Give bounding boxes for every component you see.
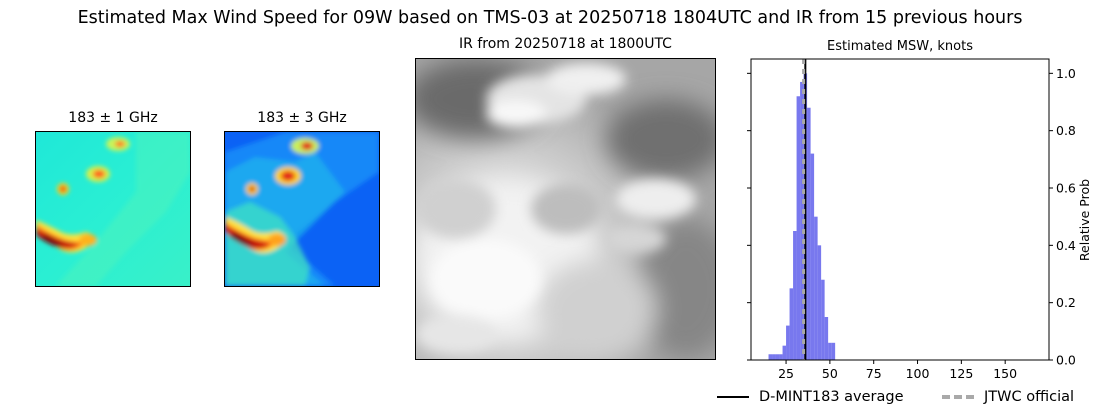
chart-title: Estimated MSW, knots	[827, 39, 973, 54]
histogram-bar	[782, 345, 787, 360]
y-tick-label: 0.6	[1056, 181, 1076, 196]
histogram-bar	[831, 342, 836, 360]
legend-item-average: D-MINT183 average	[717, 386, 904, 408]
y-axis-label: Relative Prob	[1077, 179, 1092, 261]
x-tick-label: 25	[778, 366, 794, 381]
histogram-bar	[817, 245, 822, 360]
x-tick-label: 125	[949, 366, 973, 381]
legend-dashed-line-icon	[942, 395, 974, 399]
legend-label-jtwc: JTWC official	[984, 389, 1075, 405]
mw2-brightness-image	[225, 132, 379, 286]
histogram-bar	[814, 216, 818, 360]
plot-frame	[750, 58, 1050, 361]
histogram-bar	[768, 354, 773, 360]
mw1-brightness-image	[36, 132, 190, 286]
histogram-bar	[824, 317, 829, 360]
x-tick-label: 75	[866, 366, 882, 381]
ir-image-panel	[415, 58, 716, 360]
histogram-bar	[786, 325, 790, 360]
x-tick-label: 150	[993, 366, 1017, 381]
mw1-panel-title: 183 ± 1 GHz	[68, 110, 158, 126]
y-tick-label: 0.2	[1056, 295, 1076, 310]
histogram-bar	[793, 231, 797, 360]
mw2-panel-title: 183 ± 3 GHz	[257, 110, 347, 126]
mw2-image-panel	[224, 131, 380, 287]
legend-solid-line-icon	[717, 396, 749, 398]
histogram-plot-area: 25 50 75 100 125 150 0.0 0.2 0.4 0.6 0.8 1.0	[747, 58, 1076, 381]
y-tick-label: 1.0	[1056, 66, 1076, 81]
histogram-bar	[821, 279, 825, 360]
ir-panel-title: IR from 20250718 at 1800UTC	[459, 36, 672, 52]
legend-item-jtwc: JTWC official	[942, 386, 1074, 408]
histogram-bar	[810, 153, 815, 360]
histogram-bar	[800, 81, 804, 360]
histogram-bar	[796, 96, 801, 361]
mw1-image-panel	[35, 131, 191, 287]
legend-label-average: D-MINT183 average	[759, 389, 904, 405]
histogram-bar	[779, 354, 783, 360]
ir-satellite-image	[416, 59, 715, 359]
chart-legend: D-MINT183 average JTWC official	[712, 386, 1100, 408]
figure-title: Estimated Max Wind Speed for 09W based o…	[77, 8, 1023, 28]
histogram-bar	[807, 107, 811, 360]
histogram-bar	[828, 342, 832, 360]
histogram-bar	[772, 354, 776, 360]
y-tick-label: 0.8	[1056, 123, 1076, 138]
histogram-bar	[789, 288, 794, 360]
y-tick-label: 0.4	[1056, 238, 1076, 253]
x-tick-label: 50	[822, 366, 838, 381]
msw-histogram-chart: Estimated MSW, knots 25 50 75 100 125 150 0.0 0…	[747, 39, 1092, 381]
x-tick-label: 100	[906, 366, 930, 381]
y-tick-label: 0.0	[1056, 353, 1076, 368]
histogram-bar	[775, 354, 780, 360]
